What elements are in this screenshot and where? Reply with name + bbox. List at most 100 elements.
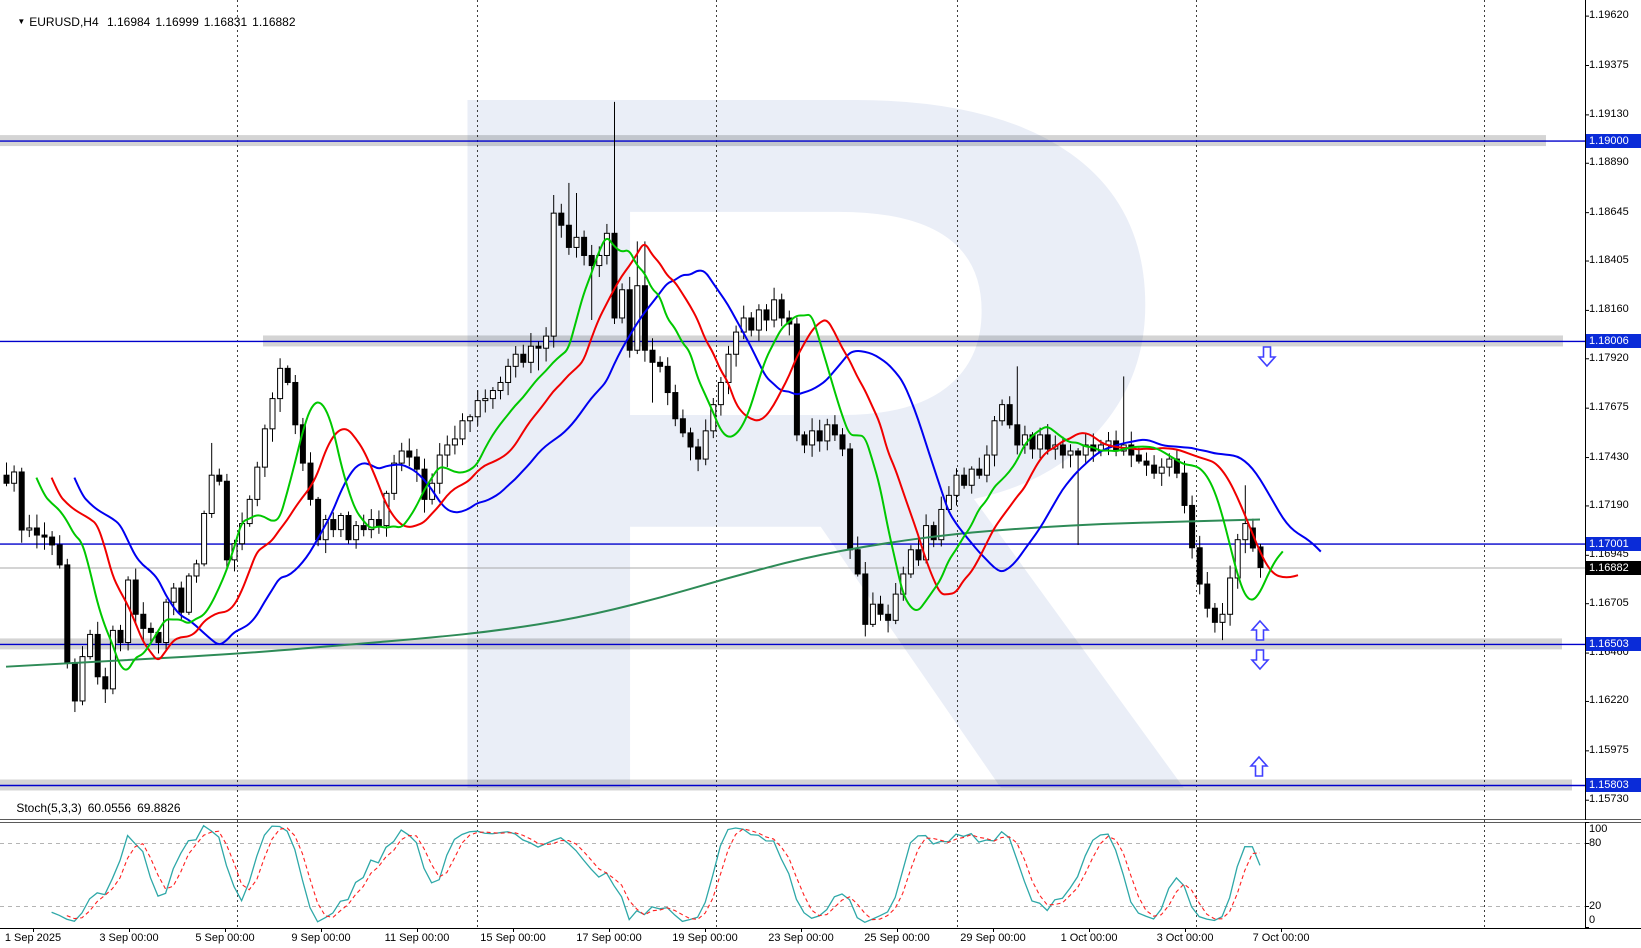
price-level-badge[interactable]: 1.15803: [1586, 778, 1641, 792]
candle-bull: [482, 398, 489, 402]
candle-bull: [991, 420, 998, 456]
price-axis-label[interactable]: 1.19130: [1589, 107, 1629, 120]
candle-bull: [983, 454, 990, 476]
price-axis-label[interactable]: 1.18405: [1589, 254, 1629, 267]
candle-bear: [375, 519, 382, 527]
date-axis-label[interactable]: 5 Sep 00:00: [195, 932, 255, 944]
price-axis-label[interactable]: 1.15975: [1589, 743, 1629, 756]
up-arrow-icon[interactable]: [1249, 755, 1269, 777]
date-axis-label[interactable]: 23 Sep 00:00: [768, 932, 834, 944]
candle-bear: [102, 676, 109, 690]
candle-bear: [961, 474, 968, 486]
date-axis-label[interactable]: 15 Sep 00:00: [480, 932, 546, 944]
candle-bull: [87, 633, 94, 658]
candle-bull: [193, 563, 200, 577]
candle-bull: [1037, 434, 1044, 450]
sr-lines-layer[interactable]: [0, 140, 1585, 787]
date-axis-label[interactable]: 25 Sep 00:00: [864, 932, 930, 944]
price-axis-label[interactable]: 1.18160: [1589, 303, 1629, 316]
candle-bear: [413, 456, 420, 470]
date-axis-label[interactable]: 3 Oct 00:00: [1156, 932, 1214, 944]
price-axis-label[interactable]: 1.16705: [1589, 596, 1629, 609]
price-level-badge[interactable]: 1.16503: [1586, 636, 1641, 651]
date-axis-label[interactable]: 1 Sep 2025: [4, 932, 62, 944]
price-axis-label[interactable]: 1.15730: [1589, 793, 1629, 806]
stochastic-layer: [0, 824, 1585, 924]
candle-bear: [672, 392, 679, 420]
candle-bear: [565, 224, 572, 248]
price-axis-label[interactable]: 1.19375: [1589, 58, 1629, 71]
candle-bull: [398, 450, 405, 464]
candle-bull: [337, 515, 344, 531]
candle-bear: [885, 613, 892, 621]
candle-bear: [558, 212, 565, 226]
candle-bear: [793, 323, 800, 436]
price-axis-label[interactable]: 1.17920: [1589, 351, 1629, 364]
candle-bear: [1044, 434, 1051, 450]
candle-bull: [603, 232, 610, 256]
symbol-dropdown-icon[interactable]: ▼: [17, 17, 26, 26]
date-axis-label[interactable]: 19 Sep 00:00: [672, 932, 738, 944]
price-axis-label[interactable]: 1.17675: [1589, 401, 1629, 414]
alligator-teeth-line[interactable]: [50, 243, 1299, 661]
candle-bull: [277, 367, 284, 400]
date-axis-label[interactable]: 3 Sep 00:00: [99, 932, 159, 944]
sma-slow-line[interactable]: [5, 518, 1261, 668]
candle-bear: [18, 471, 25, 531]
signal-arrows-layer[interactable]: [1249, 346, 1277, 777]
candle-bear: [831, 424, 838, 436]
date-axis-label[interactable]: 1 Oct 00:00: [1060, 932, 1118, 944]
candle-bear: [816, 430, 823, 442]
candle-bull: [527, 345, 534, 363]
down-arrow-icon[interactable]: [1250, 649, 1270, 671]
date-axis-label[interactable]: 11 Sep 00:00: [384, 932, 450, 944]
candle-bull: [208, 474, 215, 514]
candle-bull: [725, 353, 732, 383]
price-axis-label[interactable]: 1.16945: [1589, 548, 1629, 561]
stoch-axis-label[interactable]: 100: [1589, 823, 1608, 835]
price-level-badge[interactable]: 1.19000: [1586, 133, 1641, 148]
candle-bull: [26, 527, 33, 531]
price-axis-label[interactable]: 1.18645: [1589, 205, 1629, 218]
price-axis-label[interactable]: 1.17430: [1589, 450, 1629, 463]
candle-bull: [809, 430, 816, 446]
price-axis-label[interactable]: 1.17190: [1589, 498, 1629, 511]
candle-bull: [368, 519, 375, 531]
candle-bear: [71, 662, 78, 702]
price-level-badge[interactable]: 1.18006: [1586, 333, 1641, 348]
candle-bear: [915, 549, 922, 561]
candle-bull: [634, 285, 641, 351]
down-arrow-icon[interactable]: [1257, 346, 1277, 368]
candle-bear: [49, 536, 56, 546]
candle-bull: [543, 335, 550, 349]
price-level-badge[interactable]: 1.17001: [1586, 536, 1641, 551]
candle-bear: [1075, 450, 1082, 456]
candle-bear: [588, 254, 595, 267]
price-axis-label[interactable]: 1.18890: [1589, 156, 1629, 169]
candle-bear: [626, 289, 633, 351]
date-axis-label[interactable]: 29 Sep 00:00: [960, 932, 1026, 944]
candle-bear: [1151, 464, 1158, 474]
price-axis-label[interactable]: 1.16220: [1589, 694, 1629, 707]
stoch-axis-label[interactable]: 80: [1589, 837, 1602, 849]
candle-bear: [140, 613, 147, 629]
date-axis-label[interactable]: 17 Sep 00:00: [576, 932, 642, 944]
candle-bull: [444, 444, 451, 456]
price-axis-label[interactable]: 1.19620: [1589, 9, 1629, 22]
candle-bear: [854, 549, 861, 575]
date-axis-label[interactable]: 9 Sep 00:00: [291, 932, 351, 944]
candle-bull: [11, 471, 18, 484]
stochastic-d-value: 69.8826: [137, 801, 181, 815]
date-axis-label[interactable]: 7 Oct 00:00: [1252, 932, 1310, 944]
candle-bear: [520, 353, 527, 363]
candle-bear: [1143, 460, 1150, 466]
up-arrow-icon[interactable]: [1250, 619, 1270, 641]
candle-bear: [679, 418, 686, 434]
alligator-lips-line[interactable]: [35, 237, 1284, 671]
stoch-axis-label[interactable]: 0: [1589, 914, 1596, 926]
stoch-axis-label[interactable]: 20: [1589, 900, 1602, 912]
candle-bear: [1204, 583, 1211, 609]
candle-bull: [953, 474, 960, 496]
candle-bear: [3, 474, 10, 484]
